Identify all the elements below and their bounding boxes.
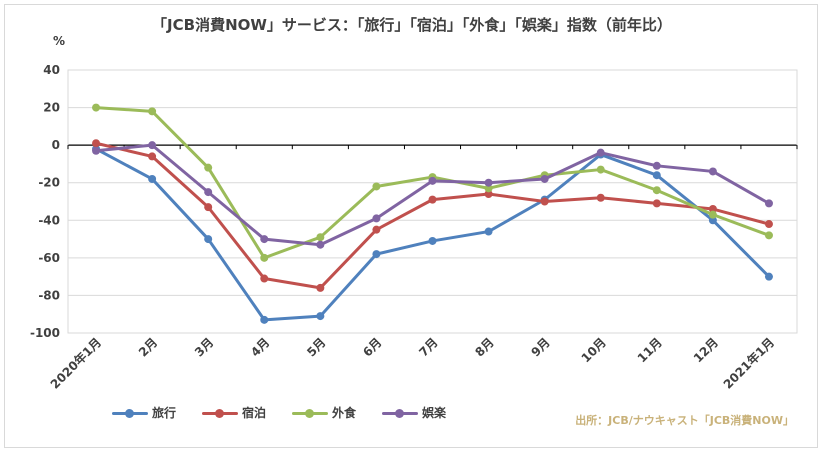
series-point	[204, 163, 213, 172]
series-point	[652, 171, 661, 180]
x-tick-label: 2021年1月	[720, 335, 777, 392]
series-point	[708, 210, 717, 219]
y-tick-label: 40	[43, 63, 60, 77]
series-point	[708, 205, 717, 214]
legend-marker-lodging	[202, 407, 239, 419]
series-point	[316, 233, 325, 242]
series-point	[428, 236, 437, 245]
source-note: 出所：JCB/ナウキャスト「JCB消費NOW」	[575, 414, 794, 427]
y-tick-label: -60	[38, 251, 60, 265]
legend-item-dining: 外食	[292, 404, 356, 421]
x-tick-label: 8月	[472, 335, 496, 359]
series-point	[92, 139, 101, 148]
x-tick-label: 6月	[360, 335, 384, 359]
series-point	[596, 193, 605, 202]
x-tick-label: 9月	[528, 335, 552, 359]
series-point	[204, 203, 213, 212]
series-point	[148, 107, 157, 116]
series-point	[260, 253, 269, 262]
x-tick-label: 7月	[416, 335, 440, 359]
series-point	[204, 235, 213, 244]
y-tick-label: 0	[52, 138, 60, 152]
chart-title: 「JCB消費NOW」サービス：「旅行」「宿泊」「外食」「娯楽」指数（前年比）	[152, 16, 672, 34]
legend-item-lodging: 宿泊	[202, 404, 266, 421]
series-point	[652, 199, 661, 208]
y-axis-unit: %	[53, 34, 66, 48]
y-tick-label: -20	[38, 176, 60, 190]
series-point	[372, 225, 381, 234]
y-tick-label: -40	[38, 213, 60, 227]
series-point	[316, 240, 325, 249]
series-point	[148, 141, 157, 150]
legend-label-travel: 旅行	[152, 406, 177, 420]
series-point	[92, 103, 101, 112]
series-point	[484, 227, 493, 236]
chart-frame	[4, 4, 818, 448]
x-tick-label: 2020年1月	[47, 335, 104, 392]
series-line	[94, 141, 771, 290]
series-point	[540, 174, 549, 183]
series-point	[540, 197, 549, 206]
series-point	[428, 176, 437, 185]
series-point	[484, 189, 493, 198]
series-point	[372, 182, 381, 191]
series-point	[148, 152, 157, 161]
legend-label-entertainment: 娯楽	[422, 406, 447, 420]
series-point	[652, 186, 661, 195]
series-point	[204, 188, 213, 197]
series-point	[708, 167, 717, 176]
legend-marker-entertainment	[382, 407, 419, 419]
legend-label-dining: 外食	[332, 406, 357, 420]
series-point	[92, 146, 101, 155]
series-point	[596, 165, 605, 174]
series-point	[260, 235, 269, 244]
y-tick-label: 20	[43, 101, 60, 115]
x-tick-label: 4月	[248, 335, 272, 359]
x-tick-label: 2月	[136, 335, 160, 359]
x-tick-label: 12月	[691, 335, 721, 365]
series-point	[260, 274, 269, 283]
series-point	[596, 148, 605, 157]
legend-marker-dining	[292, 407, 329, 419]
y-tick-label: -100	[30, 326, 60, 340]
series-point	[372, 250, 381, 259]
series-point	[260, 315, 269, 324]
y-tick-label: -80	[38, 288, 60, 302]
series-point	[764, 199, 773, 208]
legend: 旅行 宿泊 外食 娯楽	[112, 404, 446, 421]
series-point	[764, 231, 773, 240]
series-point	[148, 174, 157, 183]
series-point	[652, 161, 661, 170]
x-tick-label: 3月	[192, 335, 216, 359]
series-point	[372, 214, 381, 223]
legend-marker-travel	[112, 407, 148, 419]
series-point	[484, 178, 493, 187]
x-tick-label: 5月	[304, 335, 328, 359]
x-tick-label: 11月	[635, 335, 665, 365]
series-point	[708, 216, 717, 225]
series-point	[428, 195, 437, 204]
series-point	[764, 220, 773, 229]
series-point	[484, 184, 493, 193]
series-point	[764, 272, 773, 281]
series-point	[316, 312, 325, 321]
series-point	[316, 283, 325, 292]
legend-item-entertainment: 娯楽	[382, 404, 446, 421]
legend-item-travel: 旅行	[112, 404, 176, 421]
x-tick-label: 10月	[579, 335, 609, 365]
legend-label-lodging: 宿泊	[242, 406, 267, 420]
plot-area-border	[67, 69, 798, 334]
